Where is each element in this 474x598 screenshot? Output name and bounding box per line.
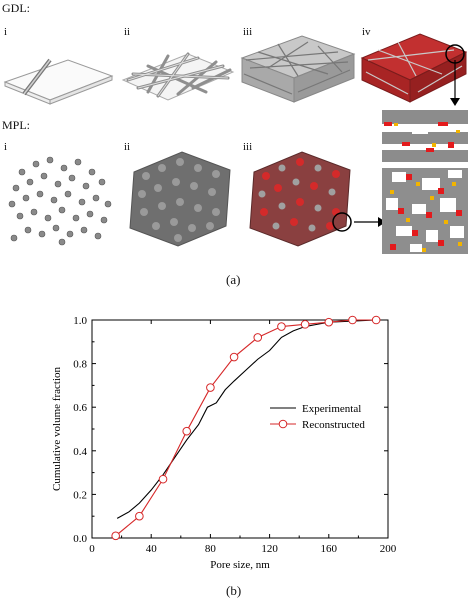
x-tick-label: 0	[89, 543, 95, 555]
data-point-reconstructed	[182, 426, 192, 436]
data-point-reconstructed	[253, 333, 263, 342]
gdl-sparse-fibers-image	[121, 52, 235, 101]
panel-a-caption: (a)	[226, 272, 241, 287]
y-tick-label: 0.6	[73, 402, 87, 414]
x-tick-label: 120	[261, 543, 278, 555]
gdl-dense-fibers-image	[240, 35, 356, 103]
gdl-step-label-1: i	[4, 26, 8, 38]
chart-legend: Experimental Reconstructed	[270, 403, 365, 431]
mpl-sparse-particles-image	[8, 156, 112, 246]
mpl-dense-particles-image	[129, 151, 231, 247]
x-tick-label: 160	[321, 543, 338, 555]
x-tick-label: 200	[380, 543, 397, 555]
legend-label-reconstructed: Reconstructed	[302, 419, 365, 431]
gdl-with-ionomer-image	[360, 33, 468, 103]
gdl-step-label-2: ii	[124, 26, 131, 38]
panel-b-caption: (b)	[226, 583, 242, 598]
data-point-reconstructed	[111, 531, 120, 541]
data-point-reconstructed	[277, 322, 286, 331]
data-point-reconstructed	[135, 511, 144, 521]
mpl-step-label-3: iii	[243, 141, 253, 153]
data-point-reconstructed	[158, 474, 168, 484]
data-point-reconstructed	[324, 317, 334, 327]
mpl-with-ionomer-image	[249, 151, 352, 247]
y-tick-label: 0.0	[73, 533, 87, 545]
mpl-step-label-2: ii	[124, 141, 131, 153]
x-axis-label: Pore size, nm	[210, 559, 270, 571]
legend-marker-reconstructed	[278, 419, 288, 429]
gdl-zoom-inset-image	[382, 108, 468, 163]
gdl-step-label-3: iii	[243, 26, 253, 38]
mpl-step-label-1: i	[4, 141, 8, 153]
data-point-reconstructed	[348, 315, 357, 325]
x-tick-label: 80	[205, 543, 217, 555]
data-point-reconstructed	[206, 383, 215, 392]
y-axis-label: Cumulative volume fraction	[51, 366, 63, 491]
data-point-reconstructed	[300, 320, 310, 329]
gdl-step-label-4: iv	[362, 26, 371, 38]
cumulative-pore-size-chart: 0 40 80 120 160 200 0.0 0.2 0.4 0.6 0.8 1.0 Pore si…	[51, 315, 397, 571]
data-point-reconstructed	[229, 352, 239, 362]
x-tick-label: 40	[146, 543, 158, 555]
y-tick-label: 0.8	[73, 359, 87, 371]
y-tick-label: 1.0	[73, 315, 87, 327]
series-line-experimental	[116, 319, 377, 519]
mpl-row-label: MPL:	[2, 118, 31, 132]
mpl-zoom-inset-image	[382, 168, 468, 254]
data-point-reconstructed	[371, 315, 381, 325]
gdl-zoom-arrow-icon	[450, 60, 460, 106]
y-tick-label: 0.4	[73, 446, 87, 458]
series-layer	[111, 315, 381, 541]
gdl-row-label: GDL:	[2, 1, 30, 15]
legend-label-experimental: Experimental	[302, 403, 361, 415]
gdl-single-fiber-image	[3, 58, 114, 105]
axis-ticks: 0 40 80 120 160 200 0.0 0.2 0.4 0.6 0.8 1.0	[73, 315, 397, 555]
y-tick-label: 0.2	[73, 489, 87, 501]
